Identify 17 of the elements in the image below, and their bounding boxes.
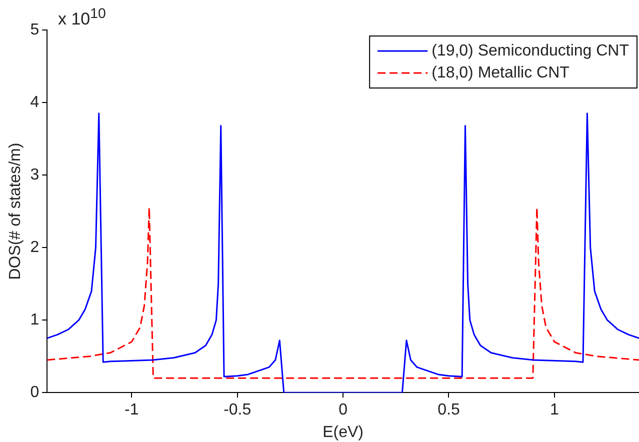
y-tick-label: 1 bbox=[30, 311, 40, 328]
y-tick-label: 2 bbox=[30, 238, 40, 256]
legend-label: (19,0) Semiconducting CNT bbox=[432, 42, 630, 60]
x-axis-title: E(eV) bbox=[322, 424, 364, 441]
x-tick-label: 1 bbox=[550, 402, 559, 419]
text: x 10$^{10}$ bbox=[58, 6, 106, 30]
y-axis-title: DOS(# of states/m) bbox=[7, 142, 24, 280]
y-tick-label: 4 bbox=[30, 94, 40, 111]
x-tick-label: -1 bbox=[124, 402, 139, 419]
x-tick-label: 0 bbox=[338, 402, 348, 419]
x-tick-label: 0.5 bbox=[438, 402, 460, 419]
line-series bbox=[47, 206, 639, 379]
y-tick-label: 3 bbox=[30, 166, 40, 184]
y-tick-label: 0 bbox=[30, 384, 40, 402]
y-tick-label: 5 bbox=[30, 21, 40, 38]
legend-label: (18,0) Metallic CNT bbox=[432, 64, 570, 82]
x-tick-label: -0.5 bbox=[224, 402, 252, 419]
